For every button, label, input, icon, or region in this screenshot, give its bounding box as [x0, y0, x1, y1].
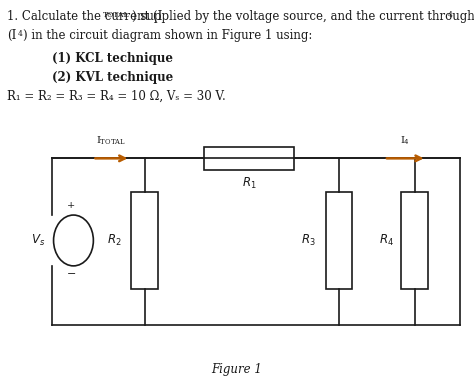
Text: (2) KVL technique: (2) KVL technique [52, 71, 173, 84]
Text: ) supplied by the voltage source, and the current through R: ) supplied by the voltage source, and th… [132, 10, 474, 23]
Text: $R_2$: $R_2$ [107, 233, 122, 248]
Text: 4: 4 [447, 11, 452, 19]
Text: $V_s$: $V_s$ [31, 233, 45, 248]
Bar [326, 192, 352, 289]
Bar [401, 192, 428, 289]
Text: I$_4$: I$_4$ [401, 135, 410, 147]
Text: TOTAL: TOTAL [103, 11, 130, 19]
Text: 4: 4 [18, 30, 23, 38]
Bar [204, 147, 294, 170]
Text: ) in the circuit diagram shown in Figure 1 using:: ) in the circuit diagram shown in Figure… [23, 29, 312, 42]
Text: +: + [67, 201, 75, 210]
Text: I$_{\mathregular{TOTAL}}$: I$_{\mathregular{TOTAL}}$ [96, 135, 127, 147]
Text: $R_1$: $R_1$ [242, 176, 256, 191]
Text: 1. Calculate the current (I: 1. Calculate the current (I [7, 10, 163, 23]
Text: R₁ = R₂ = R₃ = R₄ = 10 Ω, Vₛ = 30 V.: R₁ = R₂ = R₃ = R₄ = 10 Ω, Vₛ = 30 V. [7, 90, 226, 103]
Text: (1) KCL technique: (1) KCL technique [52, 52, 173, 65]
Text: −: − [66, 269, 76, 279]
Text: (I: (I [7, 29, 17, 42]
Bar [131, 192, 158, 289]
Text: $R_4$: $R_4$ [380, 233, 394, 248]
Text: Figure 1: Figure 1 [211, 363, 263, 376]
Text: $R_3$: $R_3$ [301, 233, 316, 248]
